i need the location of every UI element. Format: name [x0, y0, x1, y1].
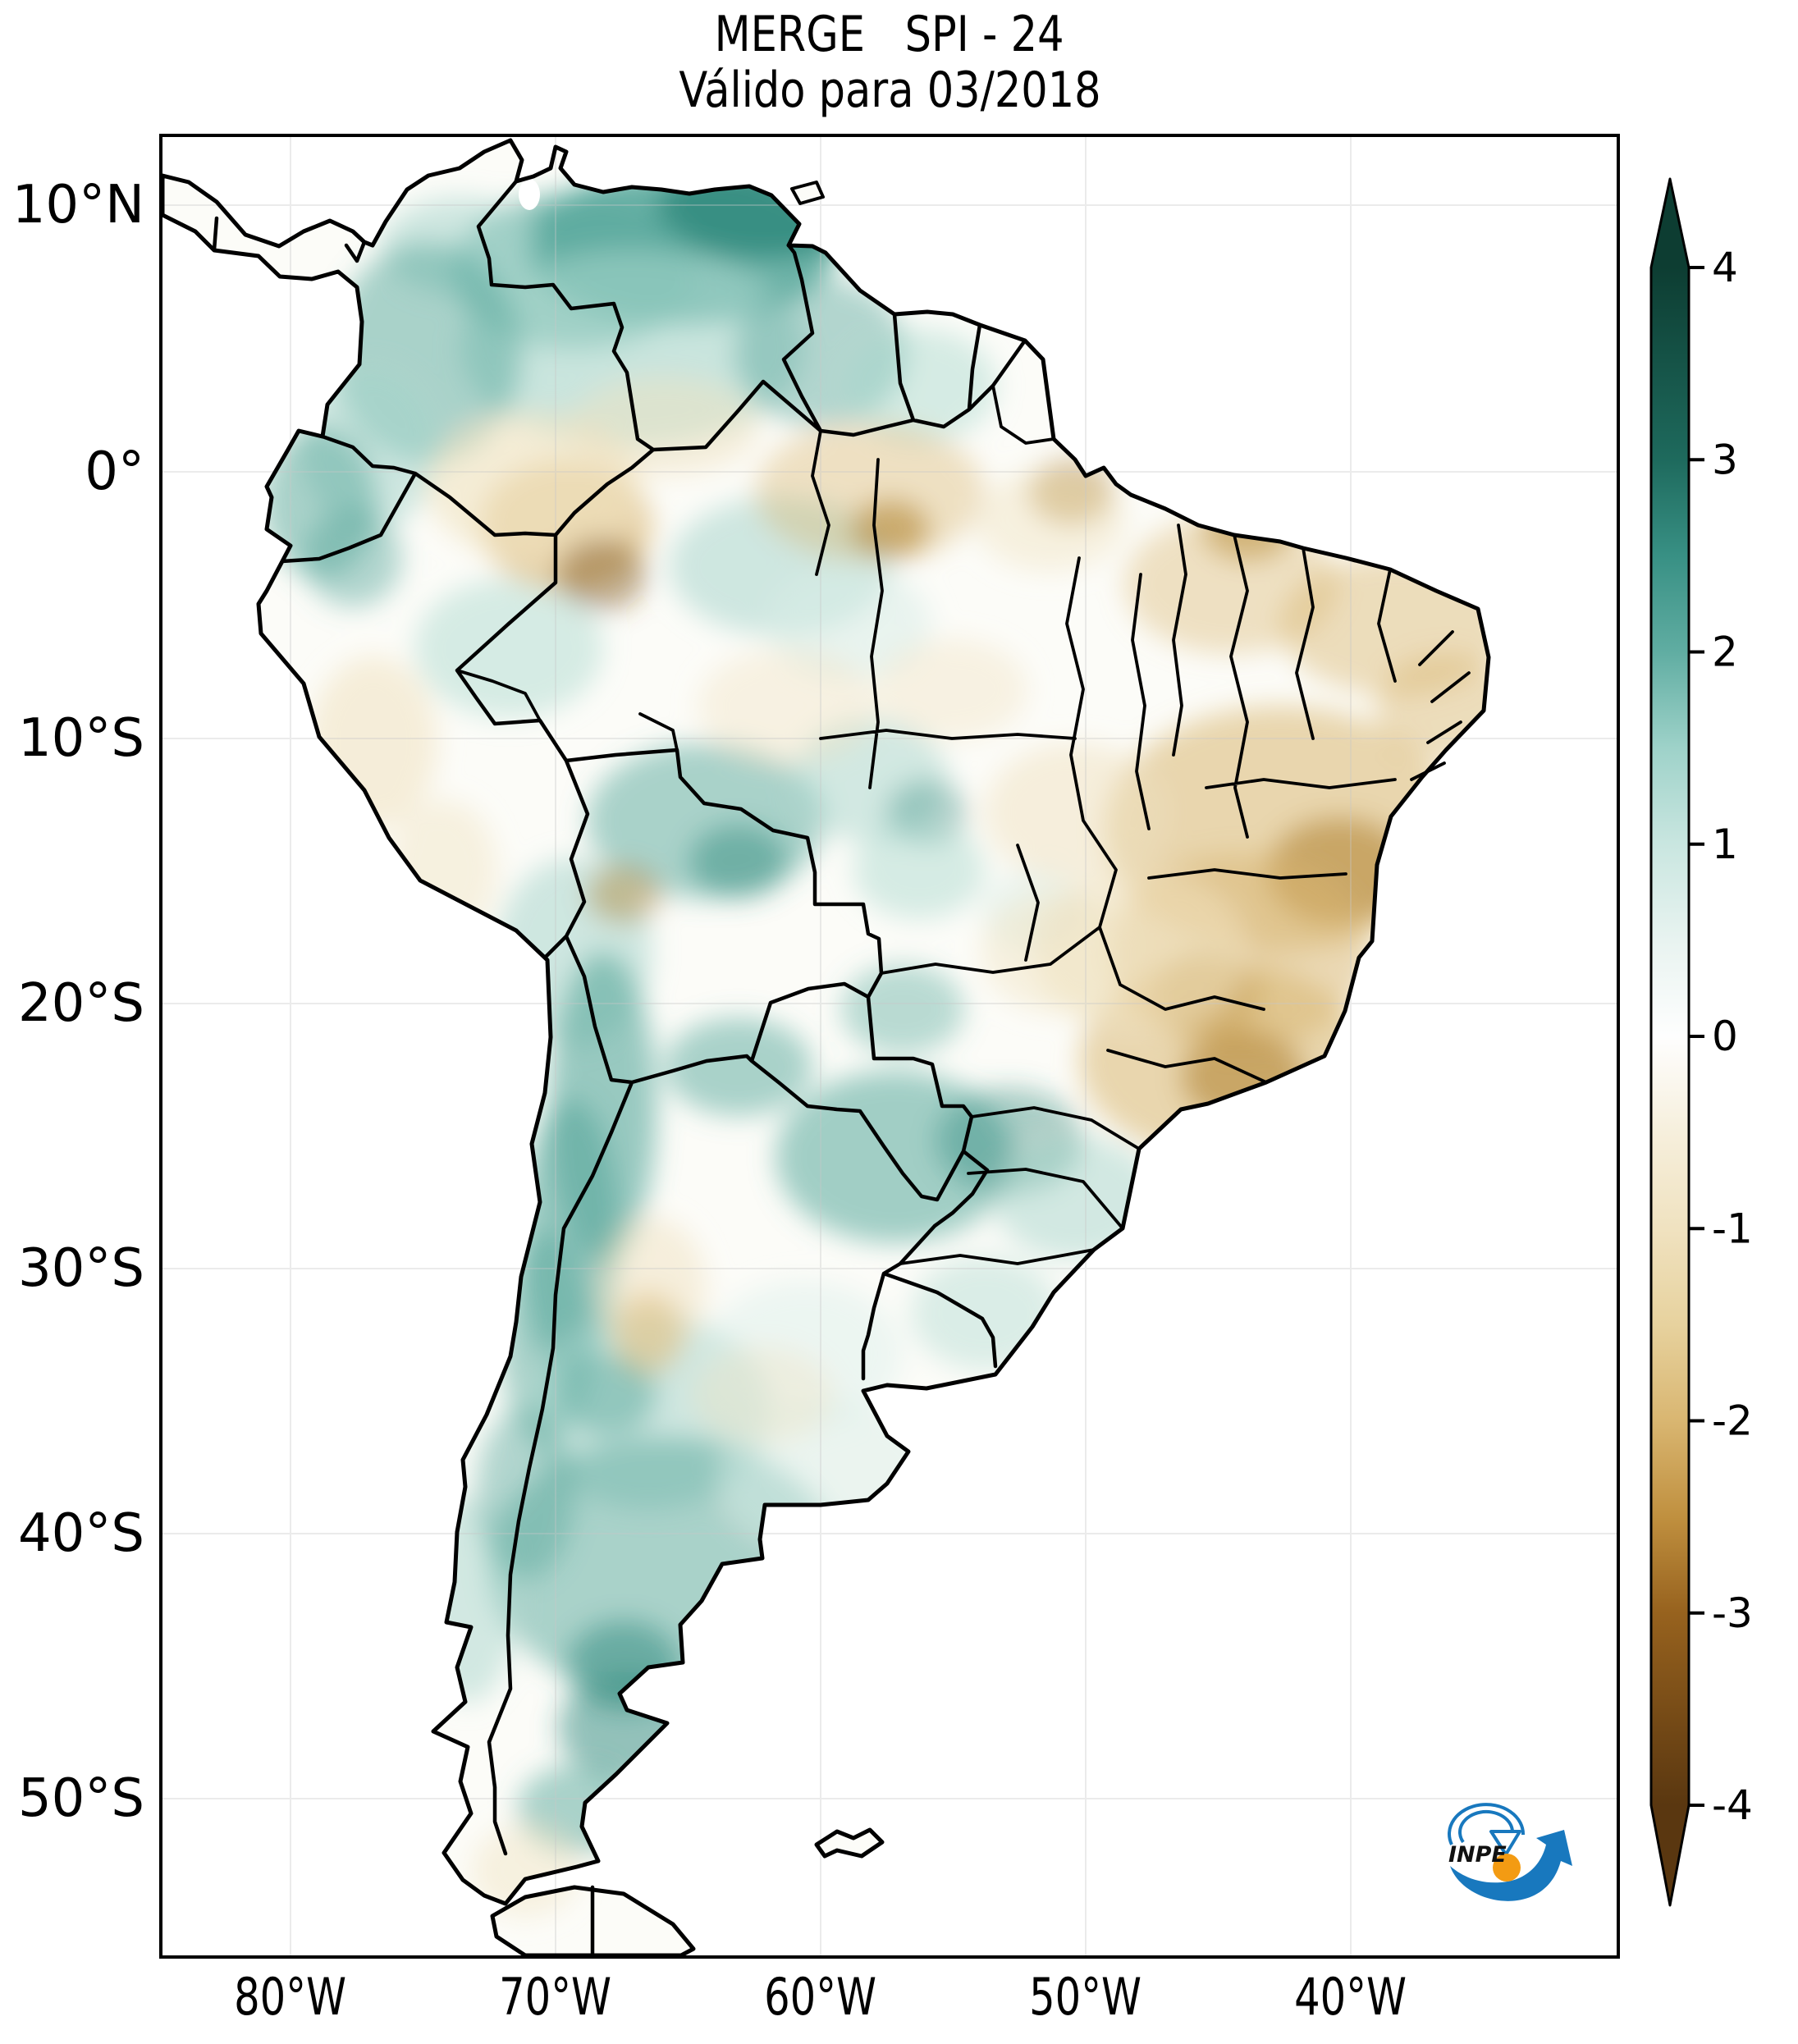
spi-anomaly-blob: [993, 1136, 1157, 1260]
spi-anomaly-blob: [851, 500, 930, 559]
colorbar: 4 3 2 1 0 -1 -2 -3 -4: [1649, 177, 1753, 1907]
inpe-logo-orbit-arcs: [1448, 1803, 1526, 1845]
lat-tick-label: 50°S: [17, 1768, 144, 1829]
spi-anomaly-blob: [689, 825, 788, 899]
spi-anomaly-blob: [693, 1346, 834, 1444]
spi-anomaly-blob: [985, 743, 1165, 882]
inpe-logo: INPE: [1448, 1803, 1572, 1901]
coastline: [162, 138, 1491, 1955]
spi-anomaly-blob: [698, 648, 878, 763]
colorbar-tick-label: -4: [1712, 1781, 1753, 1829]
spi-anomaly-blob: [1181, 1031, 1306, 1123]
spi-anomaly-blob: [614, 1291, 683, 1376]
country-borders: [212, 179, 1027, 1955]
inpe-logo-down-arrow: [1489, 1830, 1521, 1856]
spi-anomaly-blob: [558, 1354, 657, 1436]
spi-anomaly-blob: [853, 821, 985, 919]
lon-tick-label: 80°W: [234, 1967, 347, 2027]
spi-anomaly-blob: [471, 1825, 579, 1917]
spi-anomaly-blob: [665, 1017, 812, 1116]
lat-tick-label: 10°N: [11, 175, 144, 235]
lon-tick-label: 40°W: [1294, 1967, 1407, 2027]
spi-anomaly-blob: [304, 509, 402, 607]
map-canvas: [162, 137, 1617, 1955]
lat-tick-label: 20°S: [17, 973, 144, 1034]
colorbar-ticks: 4 3 2 1 0 -1 -2 -3 -4: [1689, 244, 1753, 1829]
colorbar-tick-label: 3: [1712, 436, 1738, 483]
inpe-logo-orange-dot: [1493, 1854, 1521, 1882]
spi-anomaly-blob: [876, 638, 1027, 740]
lake-maracaibo: [519, 179, 540, 210]
colorbar-tick-label: 2: [1712, 629, 1738, 676]
inpe-logo-text: INPE: [1448, 1842, 1507, 1868]
lat-tick-label: 10°S: [17, 708, 144, 769]
lat-tick-label: 30°S: [17, 1238, 144, 1299]
lat-tick-label: 40°S: [17, 1503, 144, 1564]
spi-anomaly-blob: [911, 1255, 1059, 1370]
lon-tick-label: 70°W: [499, 1967, 612, 2027]
lon-tick-label: 50°W: [1029, 1967, 1142, 2027]
title-text-1: MERGE SPI - 24: [715, 6, 1064, 63]
state-borders: [455, 384, 1471, 1265]
spi-field: [263, 160, 1489, 1917]
spi-anomaly-blob: [556, 537, 647, 611]
colorbar-tick-label: 4: [1712, 244, 1738, 291]
colorbar-gradient-bar: [1649, 177, 1690, 1907]
figure-title-line2: Válido para 03/2018: [162, 64, 1617, 117]
colorbar-tick-label: 0: [1712, 1013, 1738, 1060]
spi-anomaly-blob: [570, 377, 759, 476]
title-text-2: Válido para 03/2018: [678, 62, 1101, 119]
spi-anomaly-blob: [841, 328, 997, 443]
spi-anomaly-blob: [841, 964, 964, 1054]
colorbar-tick-label: -1: [1712, 1205, 1753, 1252]
spi-anomaly-blob: [389, 799, 497, 940]
colorbar-tick-label: -3: [1712, 1589, 1753, 1637]
lat-tick-label: 0°: [85, 441, 144, 502]
figure-title-line1: MERGE SPI - 24: [162, 8, 1617, 61]
spi-anomaly-blob: [414, 578, 603, 718]
colorbar-tick-label: -2: [1712, 1397, 1753, 1445]
spi-anomaly-blob: [309, 656, 437, 829]
colorbar-tick-label: 1: [1712, 821, 1738, 868]
lon-tick-label: 60°W: [764, 1967, 877, 2027]
spi-anomaly-blob: [586, 865, 661, 924]
inpe-logo-swoosh-arrow: [1450, 1830, 1572, 1901]
spi-anomaly-blob: [981, 890, 1137, 1013]
spi-anomaly-blob: [975, 470, 1126, 572]
